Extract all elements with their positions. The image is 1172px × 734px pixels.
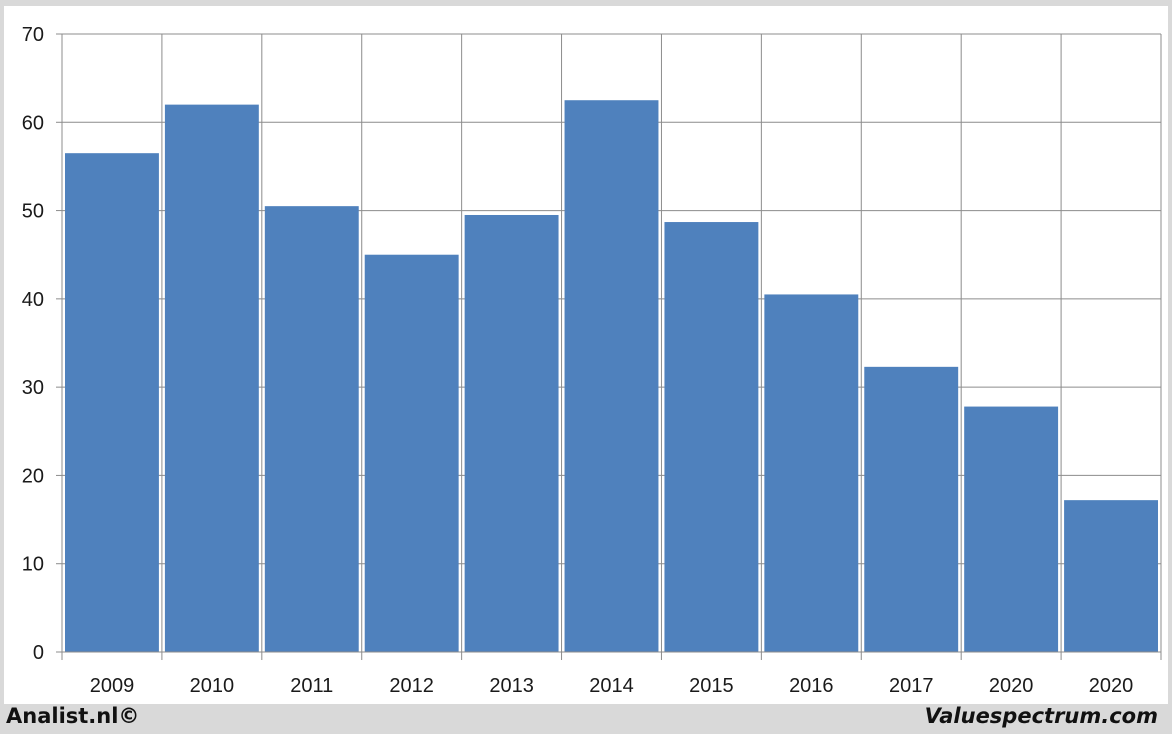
bar-2011-2	[264, 206, 359, 652]
x-tick-label: 2020	[1089, 675, 1134, 697]
y-tick-labels: 0 10 20 30 40 50 60 70	[22, 24, 44, 664]
y-tick-label: 50	[22, 201, 44, 223]
bar-2009-0	[65, 153, 159, 652]
bar-2010-1	[164, 104, 259, 653]
bar-2015-6	[664, 222, 759, 652]
y-tick-label: 40	[22, 289, 44, 311]
x-tick-label: 2017	[889, 675, 934, 697]
x-tick-label: 2020	[989, 675, 1034, 697]
bar-2020-10	[1064, 500, 1158, 652]
axes	[56, 33, 1161, 653]
bar-2017-8	[864, 366, 959, 652]
x-tick-label: 2014	[589, 675, 634, 697]
bar-2016-7	[764, 294, 859, 652]
footer-source-right: Valuespectrum.com	[924, 704, 1158, 728]
y-tick-label: 20	[22, 465, 44, 487]
bar-2013-4	[464, 214, 559, 652]
y-tick-label: 10	[22, 554, 44, 576]
footer-source-left: Analist.nl©	[6, 704, 140, 728]
bar-2012-3	[364, 254, 459, 652]
bar-chart: 0 10 20 30 40 50 60 70 2009 2010 2011 2012 2013 2014…	[22, 24, 1162, 697]
x-tick-label: 2012	[389, 675, 434, 697]
bar-2020-9	[964, 406, 1059, 652]
x-tick-label: 2010	[190, 675, 235, 697]
y-tick-label: 70	[22, 24, 44, 46]
bars	[65, 100, 1158, 653]
y-tick-label: 60	[22, 112, 44, 134]
bar-2014-5	[564, 100, 659, 652]
x-tick-label: 2015	[689, 675, 734, 697]
y-tick-label: 30	[22, 377, 44, 399]
x-tick-labels: 2009 2010 2011 2012 2013 2014 2015 2016 2017 2020…	[90, 675, 1134, 697]
x-tick-label: 2009	[90, 675, 135, 697]
y-tick-label: 0	[33, 642, 44, 664]
x-tick-label: 2011	[290, 675, 333, 697]
chart-frame: 0 10 20 30 40 50 60 70 2009 2010 2011 2012 2013 2014…	[4, 6, 1168, 704]
x-tick-label: 2013	[489, 675, 534, 697]
x-tick-label: 2016	[789, 675, 834, 697]
